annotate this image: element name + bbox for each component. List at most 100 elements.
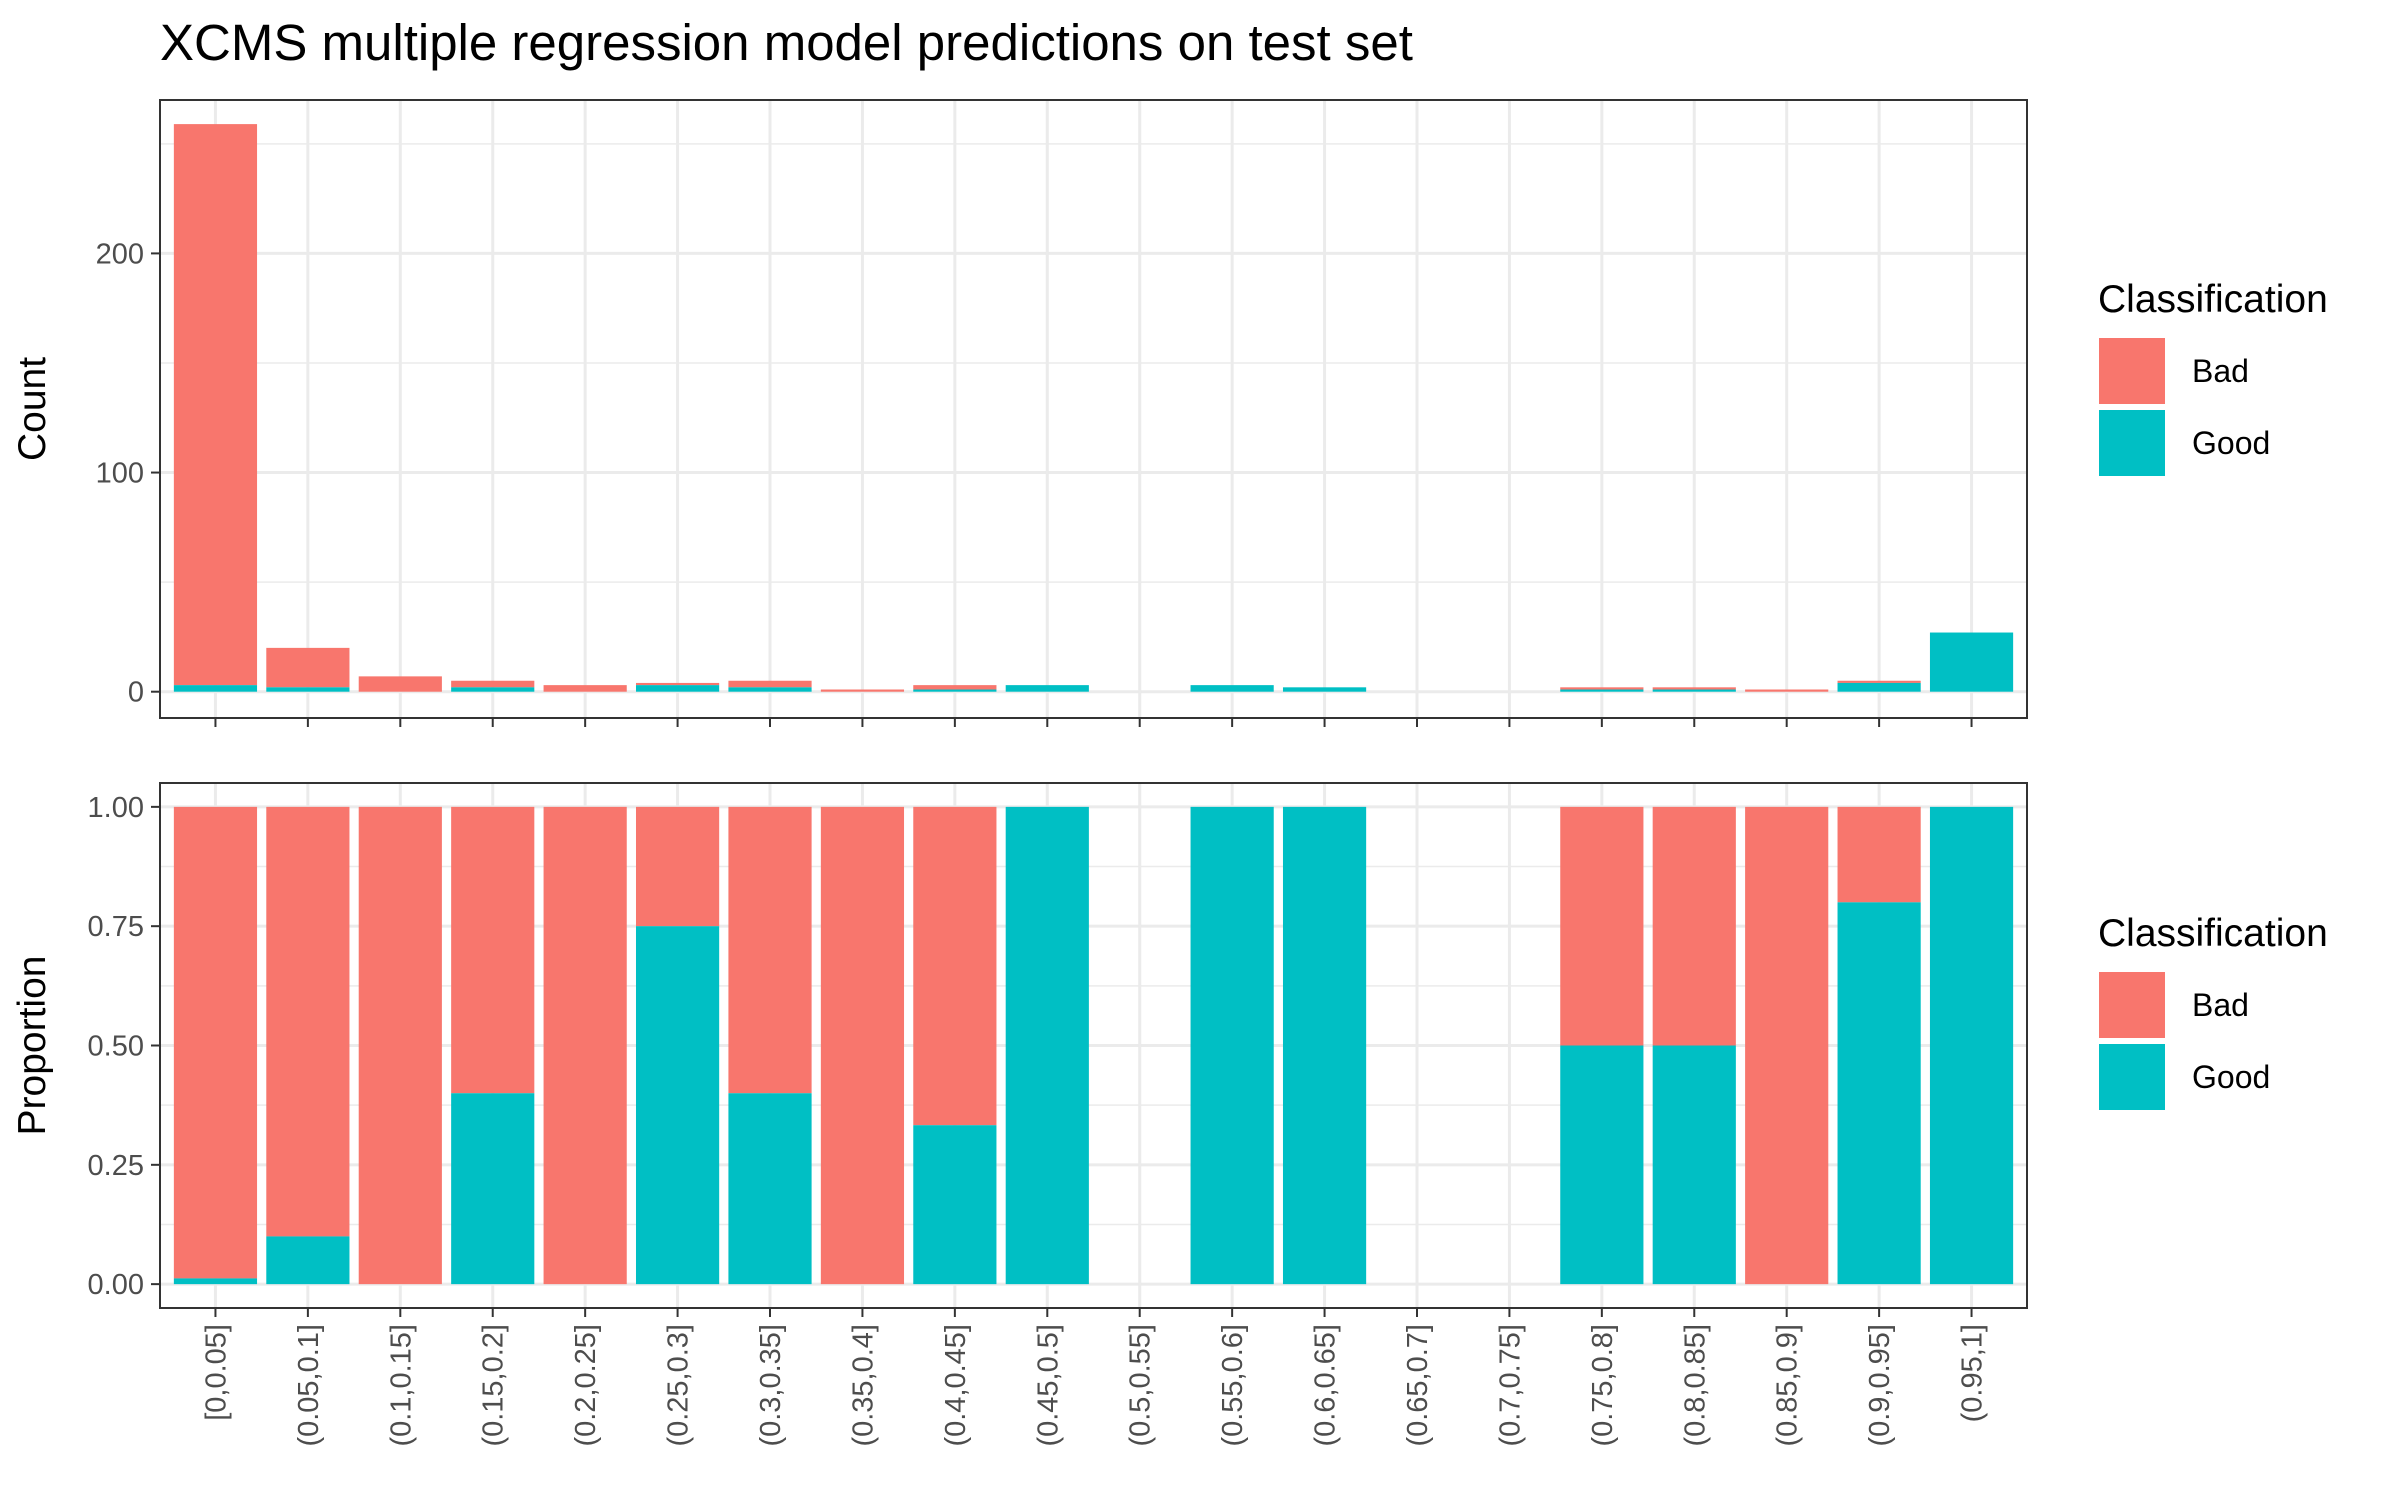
bar-good [266,1236,350,1285]
y-tick-label: 0.50 [88,1031,144,1063]
x-tick-label: (0.6,0.65] [1310,1324,1342,1447]
bar-good [728,1093,812,1285]
legend-swatch-bad [2099,972,2165,1038]
x-tick-label: (0.3,0.35] [755,1324,787,1447]
bar-good [451,1093,535,1285]
proportion-panel: 0.00 0.25 0.50 0.75 1.00 [0,0.05] (0.05,0.1] (0… [11,782,2028,1447]
x-tick-label: (0.7,0.75] [1494,1324,1526,1447]
x-tick-label: (0.75,0.8] [1587,1324,1619,1447]
x-tick-label: (0.95,1] [1957,1324,1989,1422]
x-tick-label: (0.85,0.9] [1772,1324,1804,1447]
x-tick-label: (0.4,0.45] [940,1324,972,1447]
chart-title: XCMS multiple regression model predictio… [160,14,1413,71]
bar-bad [173,806,258,1279]
x-tick-label: (0.65,0.7] [1402,1324,1434,1447]
bar-bad [1837,806,1921,903]
bar-bad [635,806,720,927]
bar-good [913,1125,997,1285]
bar-bad [266,806,350,1237]
bar-good [1652,1045,1736,1285]
bar-bad [358,806,442,1285]
bar-good [173,685,258,692]
bar-bad [1837,680,1921,683]
bar-bad [913,685,997,690]
legend-label-bad: Bad [2192,353,2249,389]
legend-label-bad: Bad [2192,987,2249,1023]
bar-good [1560,689,1644,692]
bar-bad [451,806,535,1094]
legend-swatch-good [2099,1044,2165,1110]
bar-bad [173,124,258,686]
bar-good [1282,687,1367,692]
bar-good [1929,632,2014,692]
bar-good [173,1278,258,1285]
x-tick-label: (0.5,0.55] [1125,1324,1157,1447]
bar-bad [358,676,442,692]
y-axis-title: Proportion [11,956,54,1136]
legend-swatch-good [2099,410,2165,476]
y-tick-label: 0 [128,677,144,709]
legend-label-good: Good [2192,1059,2270,1095]
bar-good [1005,806,1089,1285]
x-tick-label: (0.25,0.3] [663,1324,695,1447]
bar-bad [635,682,720,686]
legend-title: Classification [2098,278,2328,321]
legend-label-good: Good [2192,425,2270,461]
bar-bad [728,680,812,688]
bar-bad [728,806,812,1094]
y-tick-label: 0.75 [88,911,144,943]
bar-good [266,687,350,692]
bar-good [1837,682,1921,692]
bar-bad [1652,687,1736,690]
bar-good [1282,806,1367,1285]
x-tick-label: (0.15,0.2] [478,1324,510,1447]
count-panel: 0 100 200 Count [11,99,2028,727]
x-tick-label: [0,0.05] [200,1324,232,1421]
panel-border [159,99,2028,719]
x-tick-label: (0.9,0.95] [1864,1324,1896,1447]
x-tick-label: (0.45,0.5] [1032,1324,1064,1447]
bar-bad [1745,806,1829,1285]
y-tick-label: 1.00 [88,792,144,824]
bar-good [728,687,812,692]
bar-good [913,689,997,692]
y-axis-title: Count [11,357,54,461]
bar-good [1837,902,1921,1285]
bar-good [1929,806,2014,1285]
bar-bad [820,806,905,1285]
x-tick-label: (0.05,0.1] [293,1324,325,1447]
bar-bad [1560,687,1644,690]
bar-good [1190,685,1274,692]
bar-bad [1652,806,1736,1046]
bar-bad [451,680,535,688]
x-tick-label: (0.35,0.4] [847,1324,879,1447]
bar-good [635,926,720,1285]
bar-bad [543,806,627,1285]
bar-bad [266,647,350,688]
y-tick-label: 200 [96,238,144,270]
bar-bad [913,806,997,1126]
y-tick-label: 0.00 [88,1269,144,1301]
x-tick-label: (0.8,0.85] [1679,1324,1711,1447]
bar-good [1190,806,1274,1285]
bar-bad [1560,806,1644,1046]
bar-bad [543,685,627,692]
x-tick-label: (0.1,0.15] [385,1324,417,1447]
bar-bad [1745,689,1829,692]
bar-good [1652,689,1736,692]
count-legend: Classification Bad Good [2098,278,2328,477]
panel-background [160,100,2027,718]
legend-swatch-bad [2099,338,2165,404]
legend-title: Classification [2098,912,2328,955]
x-tick-label: (0.55,0.6] [1217,1324,1249,1447]
y-tick-label: 100 [96,458,144,490]
bar-good [1005,685,1089,692]
x-tick-label: (0.2,0.25] [570,1324,602,1447]
y-tick-label: 0.25 [88,1150,144,1182]
bar-good [1560,1045,1644,1285]
bar-good [635,685,720,692]
proportion-legend: Classification Bad Good [2098,912,2328,1111]
bar-bad [820,689,905,692]
bar-good [451,687,535,692]
